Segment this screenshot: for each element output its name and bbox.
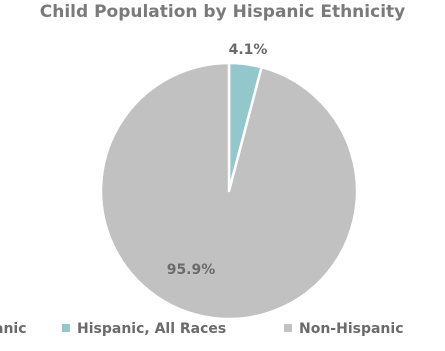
chart-title: Child Population by Hispanic Ethnicity xyxy=(39,2,406,22)
legend-label-truncated: anic xyxy=(0,321,27,337)
legend-label-non-hispanic: Non-Hispanic xyxy=(299,321,404,337)
data-label-hispanic: 4.1% xyxy=(229,42,268,58)
legend-item-truncated: anic xyxy=(0,318,27,340)
legend-swatch-hispanic xyxy=(62,324,70,332)
legend-swatch-non-hispanic xyxy=(284,324,292,332)
data-label-non-hispanic: 95.9% xyxy=(167,262,216,278)
legend-item-hispanic: Hispanic, All Races xyxy=(62,318,226,340)
pie-slice-non-hispanic xyxy=(99,61,359,321)
legend-item-non-hispanic: Non-Hispanic xyxy=(284,318,404,340)
legend-label-hispanic: Hispanic, All Races xyxy=(77,321,227,337)
